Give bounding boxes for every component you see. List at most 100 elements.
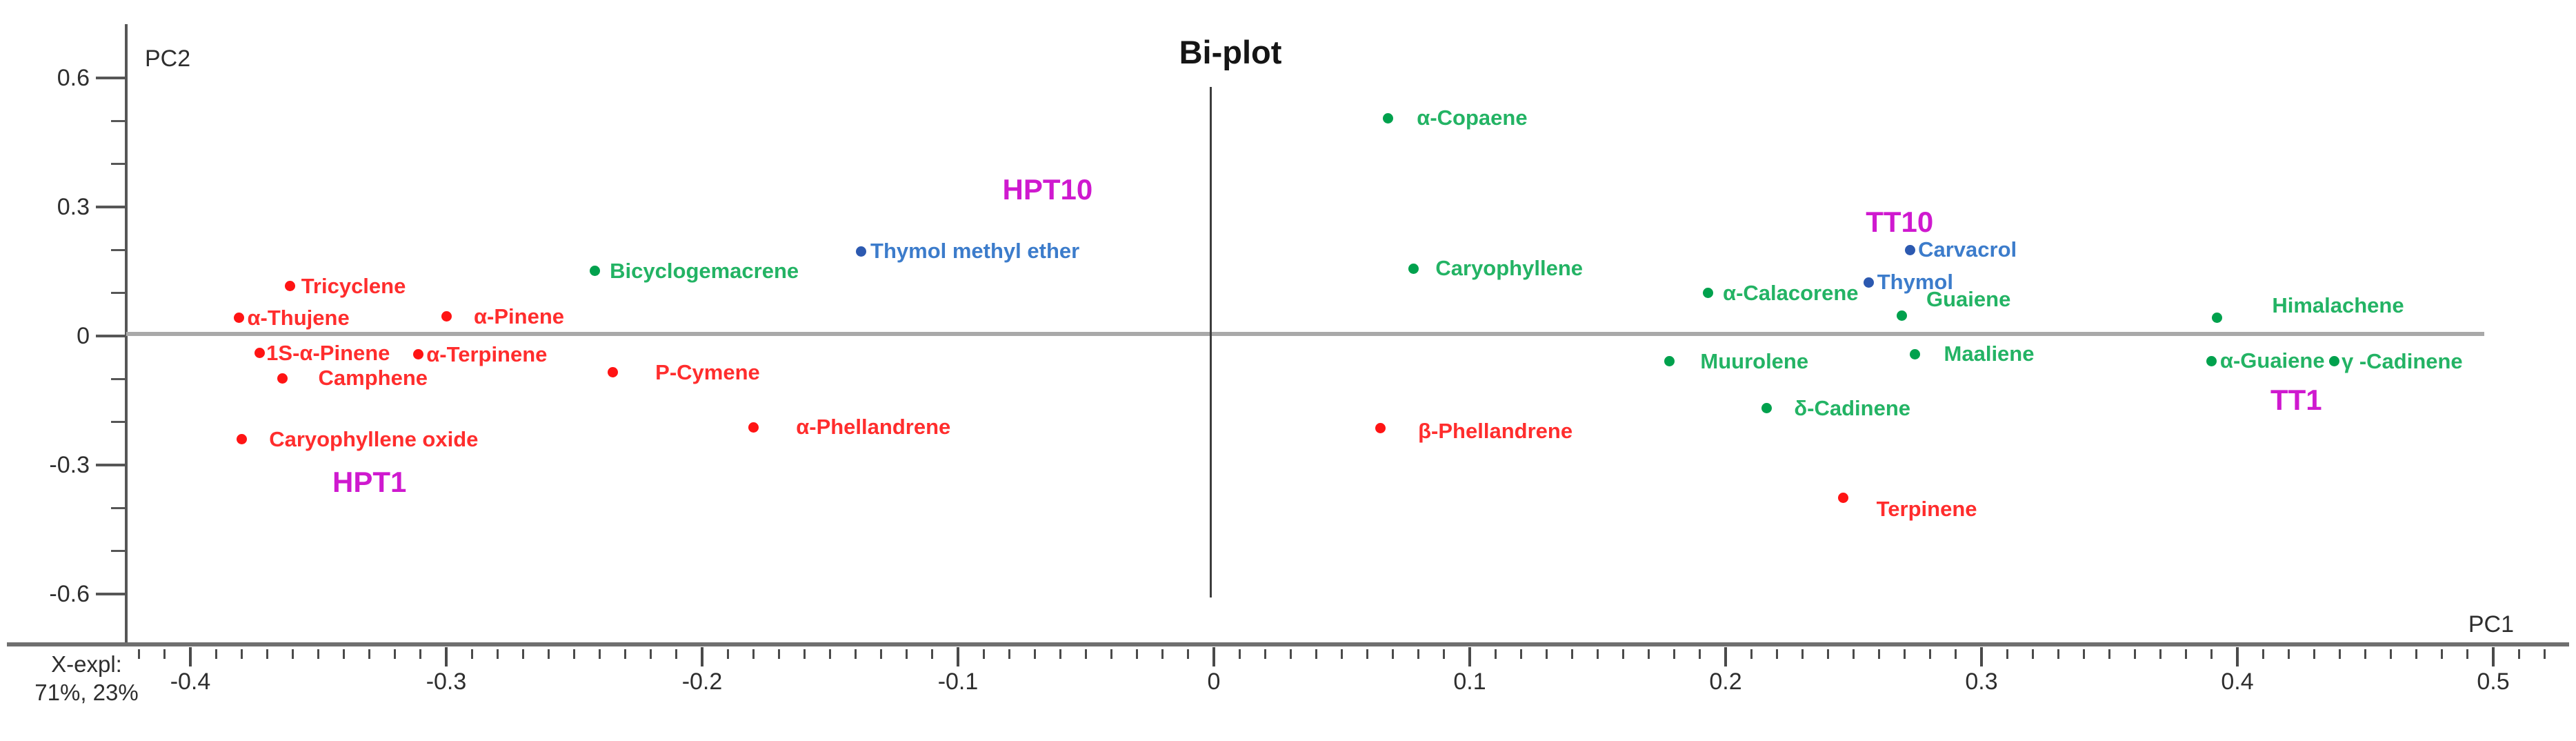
- data-point: [1910, 348, 1921, 359]
- y-minor-tick: [111, 120, 126, 122]
- x-minor-tick: [2338, 649, 2341, 659]
- x-minor-tick: [906, 649, 908, 659]
- data-point: [1838, 493, 1849, 504]
- data-point-label: α-Pinene: [474, 304, 565, 328]
- data-point-label: Thymol methyl ether: [870, 239, 1080, 264]
- x-minor-tick: [1775, 649, 1778, 659]
- data-point: [236, 434, 247, 445]
- x-minor-tick: [803, 649, 806, 659]
- x-axis-line: [7, 642, 2569, 646]
- x-major-tick: [1980, 647, 1983, 666]
- x-minor-tick: [1187, 649, 1190, 659]
- data-point-label: δ-Cadinene: [1794, 395, 1911, 420]
- y-tick-label: -0.6: [49, 580, 90, 607]
- x-minor-tick: [931, 649, 934, 659]
- y-minor-tick: [111, 421, 126, 424]
- data-point: [2211, 313, 2222, 324]
- chart-title: Bi-plot: [1179, 34, 1282, 70]
- x-minor-tick: [573, 649, 575, 659]
- x-minor-tick: [1904, 649, 1906, 659]
- x-minor-tick: [2262, 649, 2264, 659]
- x-minor-tick: [1161, 649, 1164, 659]
- x-tick-label: 0.4: [2221, 669, 2254, 695]
- x-major-tick: [1468, 647, 1471, 666]
- x-minor-tick: [1392, 649, 1395, 659]
- data-point-label: Caryophyllene oxide: [269, 426, 479, 451]
- data-point-label: Terpinene: [1876, 496, 1977, 521]
- x-minor-tick: [1341, 649, 1343, 659]
- x-minor-tick: [2441, 649, 2444, 659]
- x-minor-tick: [2082, 649, 2085, 659]
- x-minor-tick: [2415, 649, 2418, 659]
- data-point-label: Bicyclogemacrene: [610, 258, 799, 283]
- x-minor-tick: [1597, 649, 1599, 659]
- x-major-tick: [1212, 647, 1215, 666]
- data-point: [233, 313, 244, 324]
- y-axis-label: PC2: [145, 46, 191, 72]
- data-point: [441, 311, 452, 322]
- y-tick-label: 0.3: [57, 194, 90, 221]
- x-tick-label: 0.5: [2477, 669, 2510, 695]
- x-major-tick: [2492, 647, 2495, 666]
- x-minor-tick: [1853, 649, 1855, 659]
- y-major-tick: [96, 77, 126, 80]
- x-minor-tick: [496, 649, 499, 659]
- x-major-tick: [445, 647, 448, 666]
- x-minor-tick: [419, 649, 422, 659]
- x-minor-tick: [2134, 649, 2137, 659]
- x-minor-tick: [2517, 649, 2520, 659]
- data-point: [748, 422, 759, 433]
- x-minor-tick: [752, 649, 755, 659]
- data-point-label: Thymol: [1877, 270, 1953, 295]
- y-minor-tick: [111, 292, 126, 295]
- x-minor-tick: [2159, 649, 2162, 659]
- data-point-label: α-Guaiene: [2219, 348, 2325, 373]
- y-tick-label: 0.6: [57, 65, 90, 92]
- x-major-tick: [189, 647, 192, 666]
- x-minor-tick: [1264, 649, 1266, 659]
- data-point-label: Guaiene: [1926, 286, 2011, 311]
- x-minor-tick: [1622, 649, 1625, 659]
- x-minor-tick: [2390, 649, 2393, 659]
- x-minor-tick: [2006, 649, 2008, 659]
- y-minor-tick: [111, 550, 126, 552]
- x-minor-tick: [1289, 649, 1292, 659]
- data-point: [1904, 244, 1915, 255]
- y-minor-tick: [111, 248, 126, 251]
- x-minor-tick: [1008, 649, 1010, 659]
- x-minor-tick: [1699, 649, 1701, 659]
- y-tick-label: 0: [77, 323, 90, 349]
- data-point-label: Carvacrol: [1918, 237, 2017, 262]
- x-minor-tick: [650, 649, 652, 659]
- x-minor-tick: [2057, 649, 2059, 659]
- data-point: [254, 348, 265, 359]
- x-minor-tick: [214, 649, 217, 659]
- x-minor-tick: [1085, 649, 1087, 659]
- x-minor-tick: [1826, 649, 1829, 659]
- data-point: [855, 246, 866, 257]
- x-minor-tick: [1238, 649, 1241, 659]
- x-minor-tick: [1878, 649, 1881, 659]
- x-minor-tick: [2185, 649, 2188, 659]
- x-minor-tick: [1417, 649, 1420, 659]
- y-minor-tick: [111, 163, 126, 166]
- x-minor-tick: [291, 649, 294, 659]
- x-minor-tick: [547, 649, 550, 659]
- x-minor-tick: [2210, 649, 2213, 659]
- x-minor-tick: [1315, 649, 1317, 659]
- x-minor-tick: [880, 649, 883, 659]
- x-tick-label: -0.4: [170, 669, 211, 695]
- x-minor-tick: [1519, 649, 1522, 659]
- x-minor-tick: [829, 649, 831, 659]
- data-point-label: Muurolene: [1700, 348, 1809, 373]
- data-point: [589, 266, 600, 277]
- x-minor-tick: [599, 649, 601, 659]
- x-minor-tick: [1648, 649, 1650, 659]
- x-major-tick: [957, 647, 959, 666]
- x-minor-tick: [470, 649, 473, 659]
- x-minor-tick: [1750, 649, 1753, 659]
- x-minor-tick: [521, 649, 524, 659]
- data-point-label: Tricyclene: [301, 273, 406, 298]
- x-tick-label: 0.3: [1965, 669, 1998, 695]
- x-tick-label: -0.3: [426, 669, 467, 695]
